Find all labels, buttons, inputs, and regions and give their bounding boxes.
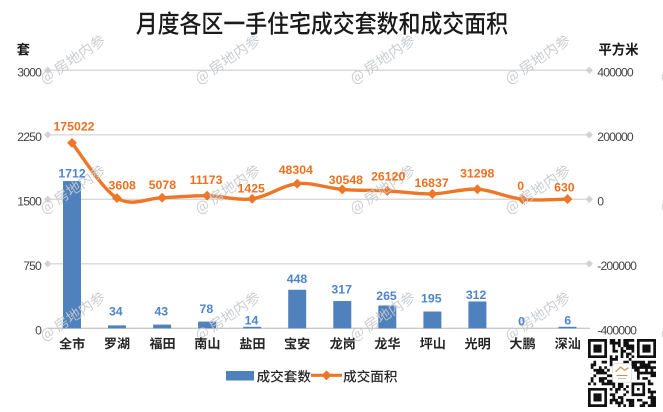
svg-text:312: 312 [466, 288, 487, 302]
svg-text:448: 448 [287, 272, 308, 286]
svg-text:0: 0 [517, 179, 524, 193]
svg-text:1500: 1500 [17, 194, 42, 208]
svg-text:2250: 2250 [17, 130, 42, 144]
svg-text:26120: 26120 [371, 169, 405, 183]
svg-text:3000: 3000 [17, 65, 42, 79]
svg-text:1425: 1425 [238, 182, 266, 196]
svg-text:3608: 3608 [109, 179, 137, 193]
svg-text:200000: 200000 [597, 130, 634, 144]
svg-text:-200000: -200000 [597, 259, 637, 273]
svg-text:14: 14 [245, 314, 259, 328]
svg-text:78: 78 [200, 302, 214, 316]
svg-text:31298: 31298 [460, 166, 494, 180]
svg-text:400000: 400000 [597, 65, 634, 79]
svg-text:34: 34 [109, 304, 123, 318]
svg-text:750: 750 [23, 259, 42, 273]
svg-text:195: 195 [421, 292, 442, 306]
svg-text:265: 265 [376, 289, 397, 303]
svg-text:1712: 1712 [58, 167, 86, 181]
svg-text:0: 0 [518, 314, 525, 328]
svg-text:6: 6 [564, 313, 571, 327]
svg-text:43: 43 [154, 304, 168, 318]
svg-text:0: 0 [35, 323, 42, 337]
svg-text:11173: 11173 [190, 173, 223, 187]
svg-text:0: 0 [597, 194, 604, 208]
svg-text:30548: 30548 [329, 173, 363, 187]
svg-text:16837: 16837 [414, 176, 448, 190]
svg-text:5078: 5078 [149, 178, 177, 192]
svg-text:317: 317 [331, 283, 352, 297]
svg-text:48304: 48304 [279, 163, 313, 177]
svg-text:175022: 175022 [53, 119, 94, 133]
svg-text:630: 630 [554, 180, 575, 194]
svg-text:-400000: -400000 [597, 323, 637, 337]
